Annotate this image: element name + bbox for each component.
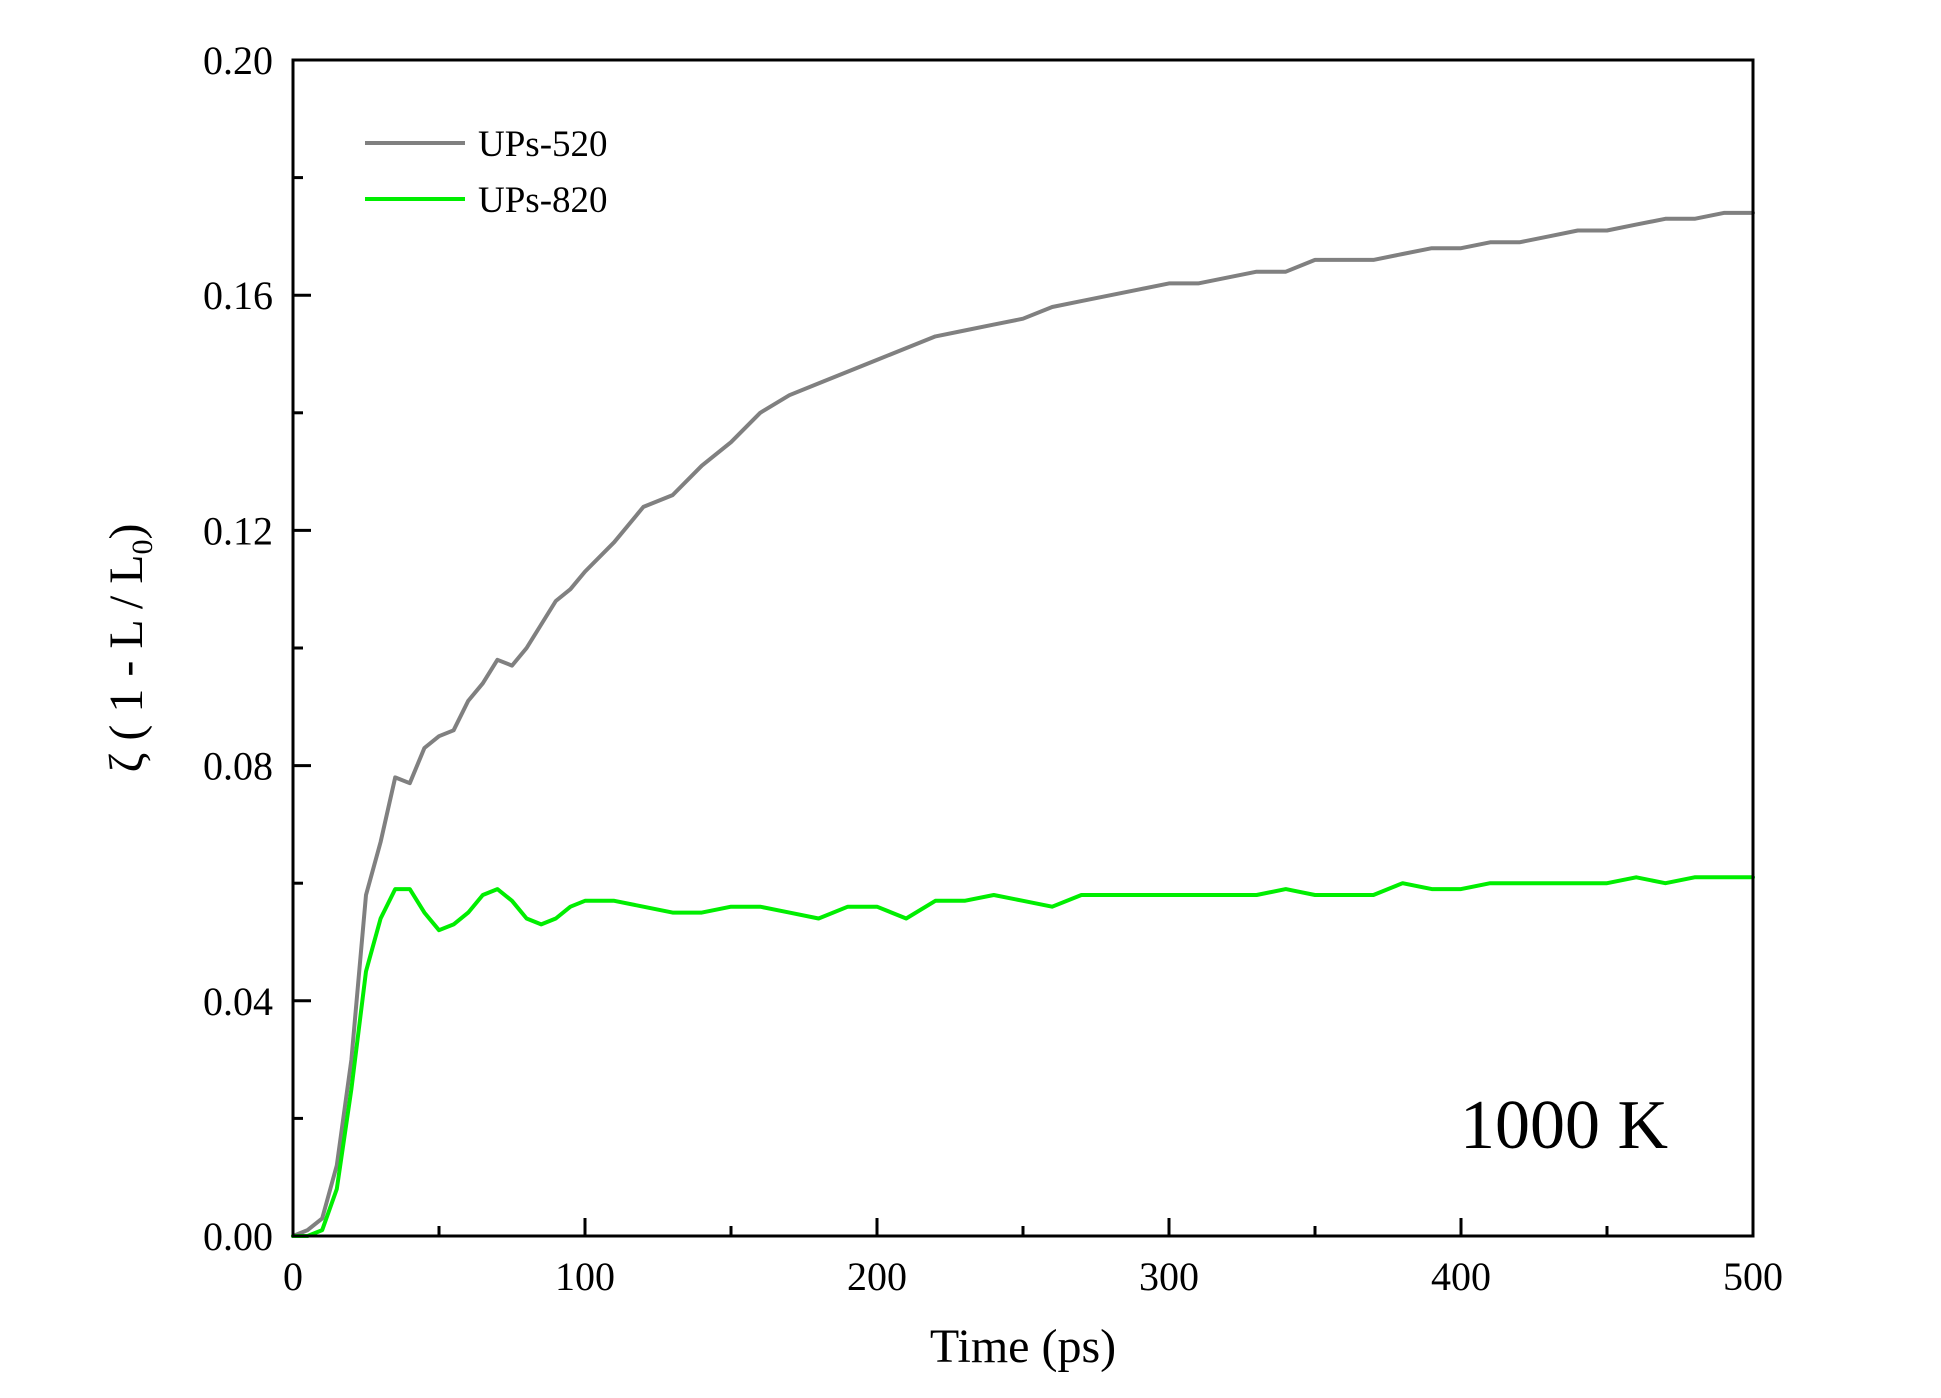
x-axis-title: Time (ps): [930, 1320, 1116, 1373]
y-axis-title-main: ζ ( 1 - L / L: [100, 554, 153, 772]
y-tick-label: 0.04: [203, 979, 273, 1024]
series-line-ups-520: [291, 210, 1755, 1238]
y-tick-label: 0.16: [203, 273, 273, 318]
x-tick-label: 100: [555, 1254, 615, 1299]
y-axis-title-subscript: 0: [126, 539, 159, 554]
x-tick-label: 200: [847, 1254, 907, 1299]
legend-label-ups-820: UPs-820: [478, 180, 608, 221]
legend-label-ups-520: UPs-520: [478, 124, 608, 165]
plot-area: [293, 60, 1753, 1236]
x-tick-label: 0: [283, 1254, 303, 1299]
legend: UPs-520 UPs-820: [365, 124, 608, 221]
plot-frame: [291, 58, 1755, 1238]
y-axis-title-close: ): [100, 523, 153, 539]
temperature-annotation: 1000 K: [1460, 1087, 1668, 1164]
x-tick-label: 400: [1431, 1254, 1491, 1299]
y-tick-label: 0.12: [203, 508, 273, 553]
y-axis-title: ζ ( 1 - L / L0): [100, 523, 159, 772]
y-tick-label: 0.08: [203, 744, 273, 789]
series-layer: [291, 210, 1755, 1238]
y-tick-label: 0.20: [203, 38, 273, 83]
x-tick-label: 300: [1139, 1254, 1199, 1299]
series-line-ups-820: [291, 875, 1755, 1238]
ticks-layer: 0 100 200 300 400 500 0.00 0.04 0.08 0.12 0.16 0.20: [203, 38, 1783, 1299]
x-tick-label: 500: [1723, 1254, 1783, 1299]
y-tick-label: 0.00: [203, 1214, 273, 1259]
